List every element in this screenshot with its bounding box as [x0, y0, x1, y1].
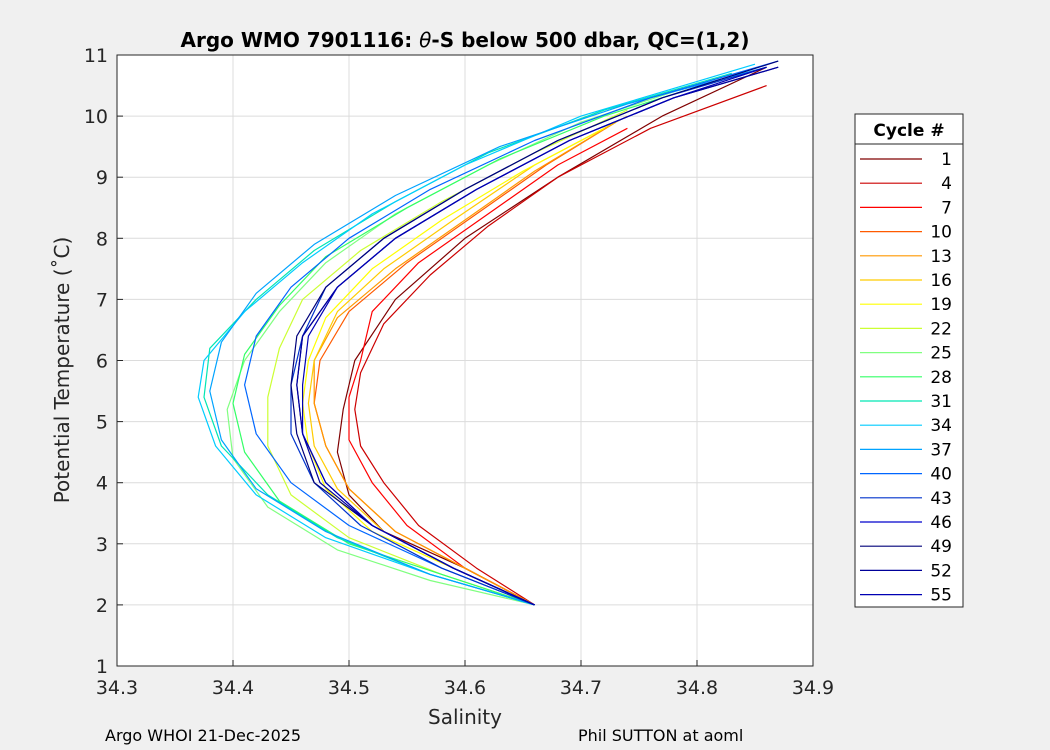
x-tick-label: 34.9 — [792, 677, 834, 699]
legend-entry-label: 25 — [930, 344, 952, 364]
legend-entry-label: 1 — [941, 150, 952, 170]
series-line-cycle-55 — [302, 66, 767, 606]
legend-entry-label: 49 — [930, 537, 952, 557]
legend-entry-label: 43 — [930, 489, 952, 509]
y-tick-label: 3 — [96, 534, 108, 556]
legend-entry-label: 10 — [930, 223, 952, 243]
y-tick-label: 2 — [96, 595, 108, 617]
series-line-cycle-40 — [244, 60, 779, 606]
legend-entry-label: 28 — [930, 368, 952, 388]
legend-entry-label: 37 — [930, 440, 952, 460]
title-suffix: -S below 500 dbar, QC=(1,2) — [431, 28, 749, 52]
x-tick-label: 34.7 — [560, 677, 602, 699]
legend-entries: 1 4 7 10 13 16 19 22 25 28 31 34 37 40 43 46 49 52 55 — [860, 150, 952, 606]
y-tick-label: 7 — [96, 289, 108, 311]
series-line-cycle-28 — [232, 78, 721, 606]
y-axis-label: Potential Temperature (˚C) — [50, 237, 74, 504]
legend-entry-label: 40 — [930, 465, 952, 485]
legend: Cycle # 1 4 7 10 13 16 19 22 25 28 31 34 37 40 43 46 49 5… — [854, 113, 964, 608]
legend-entry-label: 7 — [941, 198, 952, 218]
y-tick-label: 6 — [96, 351, 108, 373]
y-tick-label: 1 — [96, 656, 108, 678]
x-axis-label: Salinity — [428, 705, 502, 729]
series-line-cycle-1 — [336, 66, 767, 606]
legend-entry-label: 46 — [930, 513, 952, 533]
y-tick-label: 5 — [96, 412, 108, 434]
legend-entry-label: 13 — [930, 247, 952, 267]
legend-entry-label: 34 — [930, 416, 952, 436]
series-line-cycle-31 — [203, 72, 732, 606]
legend-title: Cycle # — [873, 121, 944, 141]
legend-entry-label: 16 — [930, 271, 952, 291]
y-tick-label: 9 — [96, 167, 108, 189]
legend-entry-label: 52 — [930, 561, 952, 581]
series-line-cycle-13 — [313, 121, 617, 606]
footer-right: Phil SUTTON at aoml — [578, 726, 744, 745]
series-lines — [197, 60, 779, 606]
legend-box — [854, 113, 964, 608]
series-line-cycle-4 — [354, 85, 767, 606]
x-tick-label: 34.3 — [96, 677, 138, 699]
tick-labels: 34.3 34.4 34.5 34.6 34.7 34.8 34.9 1 2 3 4 5 6 7 8 9 10 1… — [84, 45, 834, 699]
legend-entry-label: 31 — [930, 392, 952, 412]
legend-entry-label: 55 — [930, 586, 952, 606]
series-line-cycle-19 — [302, 127, 605, 606]
x-tick-label: 34.6 — [444, 677, 486, 699]
series-line-cycle-34 — [197, 63, 756, 606]
x-tick-label: 34.8 — [676, 677, 718, 699]
legend-entry-label: 4 — [941, 174, 952, 194]
legend-entry-label: 19 — [930, 295, 952, 315]
y-tick-label: 4 — [96, 473, 108, 495]
x-tick-label: 34.4 — [212, 677, 254, 699]
series-line-cycle-37 — [209, 66, 767, 606]
footer-left: Argo WHOI 21-Dec-2025 — [105, 726, 302, 745]
title-theta: θ — [419, 28, 431, 52]
chart-title: Argo WMO 7901116: θ-S below 500 dbar, QC… — [181, 28, 750, 52]
y-tick-label: 10 — [84, 106, 108, 128]
x-tick-label: 34.5 — [328, 677, 370, 699]
legend-entry-label: 22 — [930, 319, 952, 339]
y-tick-label: 8 — [96, 228, 108, 250]
y-tick-label: 11 — [84, 45, 108, 67]
series-line-cycle-7 — [348, 127, 628, 606]
title-prefix: Argo WMO 7901116: — [181, 28, 420, 52]
